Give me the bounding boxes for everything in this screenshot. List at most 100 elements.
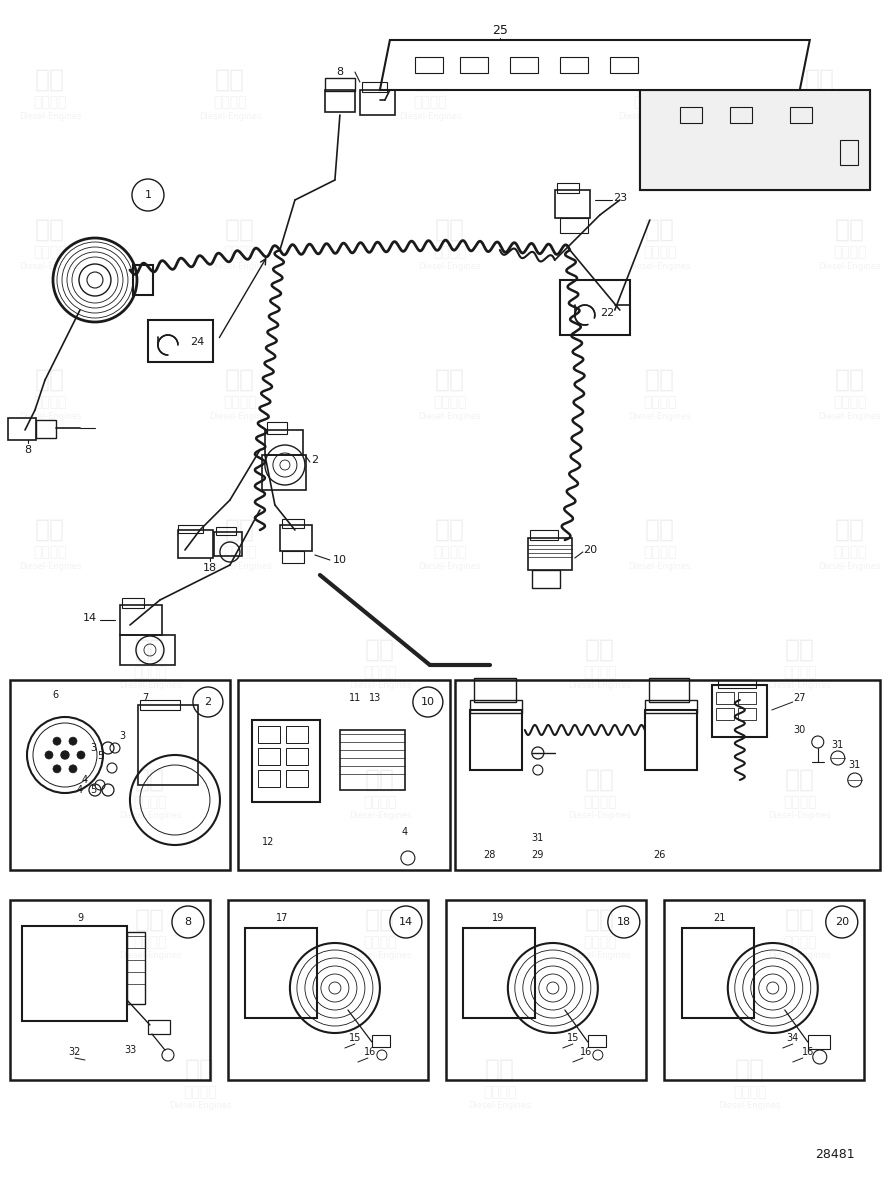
Text: 动力: 动力	[835, 218, 865, 243]
Bar	[587, 1035, 606, 1047]
Bar	[716, 692, 733, 704]
Polygon shape	[380, 40, 810, 90]
Circle shape	[61, 751, 69, 759]
Bar	[532, 570, 560, 588]
Text: 动力: 动力	[785, 909, 814, 932]
Text: 紫发动力: 紫发动力	[33, 545, 67, 560]
Bar	[265, 429, 303, 455]
Bar	[664, 900, 864, 1080]
Bar	[10, 680, 230, 870]
Circle shape	[69, 737, 77, 745]
Text: 动力: 动力	[645, 218, 675, 243]
Text: Diesel-Engines: Diesel-Engines	[569, 681, 631, 691]
Text: 16: 16	[364, 1047, 376, 1056]
Bar	[473, 678, 516, 702]
Text: Diesel-Engines: Diesel-Engines	[349, 951, 411, 961]
Circle shape	[53, 765, 61, 772]
Text: 16: 16	[579, 1047, 592, 1056]
Text: 紫发动力: 紫发动力	[413, 95, 447, 109]
Bar	[738, 707, 756, 720]
Text: 紫发动力: 紫发动力	[134, 665, 166, 679]
Bar	[560, 218, 587, 233]
Text: 紫发动力: 紫发动力	[633, 95, 667, 109]
Text: 动力: 动力	[35, 518, 65, 542]
Bar	[120, 635, 175, 665]
Text: Diesel-Engines: Diesel-Engines	[789, 111, 851, 121]
Bar	[36, 420, 56, 438]
Bar	[470, 700, 522, 713]
Bar	[258, 770, 280, 787]
Bar	[560, 280, 630, 335]
Bar	[8, 418, 36, 440]
Text: 动力: 动力	[645, 368, 675, 392]
Text: 动力: 动力	[585, 909, 615, 932]
Text: 紫发动力: 紫发动力	[134, 795, 166, 809]
Text: 6: 6	[52, 690, 58, 700]
Text: 21: 21	[714, 913, 726, 923]
Text: 14: 14	[399, 917, 413, 927]
Text: Diesel-Engines: Diesel-Engines	[819, 562, 881, 570]
Bar	[178, 530, 213, 558]
Bar	[282, 551, 303, 563]
Text: 紫发动力: 紫发动力	[363, 795, 397, 809]
Text: Diesel-Engines: Diesel-Engines	[208, 261, 271, 271]
Text: 13: 13	[368, 693, 381, 703]
Circle shape	[53, 737, 61, 745]
Bar	[120, 605, 162, 635]
Text: 33: 33	[124, 1045, 136, 1055]
Bar	[280, 525, 312, 551]
Text: 10: 10	[333, 555, 347, 565]
Text: Diesel-Engines: Diesel-Engines	[19, 562, 81, 570]
Text: 动力: 动力	[435, 368, 465, 392]
Bar	[267, 422, 287, 434]
Text: 25: 25	[492, 24, 508, 37]
Text: 紫发动力: 紫发动力	[223, 545, 256, 560]
Bar	[789, 106, 812, 123]
Text: 4: 4	[82, 775, 88, 786]
Text: 20: 20	[583, 545, 597, 555]
Text: Diesel-Engines: Diesel-Engines	[769, 681, 831, 691]
Bar	[712, 685, 767, 737]
Text: 动力: 动力	[225, 368, 255, 392]
Text: Diesel-Engines: Diesel-Engines	[349, 681, 411, 691]
Bar	[252, 720, 320, 802]
Text: 16: 16	[802, 1047, 813, 1056]
Text: 动力: 动力	[585, 638, 615, 662]
Text: 紫发动力: 紫发动力	[803, 95, 837, 109]
Text: 32: 32	[69, 1047, 81, 1056]
Text: 14: 14	[83, 613, 97, 623]
Text: 动力: 动力	[35, 218, 65, 243]
Text: 动力: 动力	[225, 218, 255, 243]
Text: 18: 18	[617, 917, 631, 927]
Text: Diesel-Engines: Diesel-Engines	[198, 111, 261, 121]
Text: 紫发动力: 紫发动力	[134, 935, 166, 949]
Text: 4: 4	[77, 786, 83, 795]
Bar	[262, 455, 306, 490]
Text: 紫发动力: 紫发动力	[583, 935, 617, 949]
Bar	[216, 526, 236, 535]
Text: Diesel-Engines: Diesel-Engines	[418, 562, 481, 570]
Text: 紫发动力: 紫发动力	[833, 545, 867, 560]
Text: 3: 3	[119, 731, 125, 741]
Bar	[258, 726, 280, 743]
Text: 紫发动力: 紫发动力	[483, 1085, 516, 1099]
Text: 动力: 动力	[365, 638, 395, 662]
Text: 28: 28	[483, 851, 496, 860]
Text: 动力: 动力	[135, 638, 165, 662]
Text: Diesel-Engines: Diesel-Engines	[819, 261, 881, 271]
Bar	[238, 680, 449, 870]
Text: 9: 9	[77, 913, 83, 923]
Bar	[840, 140, 858, 164]
Text: Diesel-Engines: Diesel-Engines	[628, 412, 691, 420]
Bar	[510, 57, 538, 73]
Bar	[649, 678, 689, 702]
Bar	[610, 57, 638, 73]
Bar	[148, 1020, 170, 1034]
Text: Diesel-Engines: Diesel-Engines	[628, 562, 691, 570]
Text: 2: 2	[205, 697, 212, 707]
Bar	[228, 900, 428, 1080]
Text: 34: 34	[787, 1033, 799, 1043]
Text: 紫发动力: 紫发动力	[363, 935, 397, 949]
Text: 紫发动力: 紫发动力	[783, 665, 816, 679]
Circle shape	[77, 751, 85, 759]
